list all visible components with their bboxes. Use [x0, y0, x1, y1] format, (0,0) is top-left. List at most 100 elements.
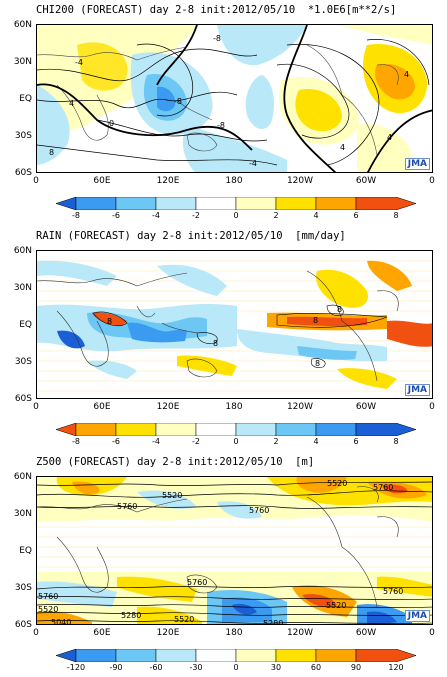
contour-label: 8	[107, 317, 112, 326]
contour-label: 4	[69, 99, 74, 108]
colorbar-tick: -4	[152, 437, 160, 446]
colorbar-swatch	[355, 649, 416, 662]
colorbar-swatch	[115, 197, 157, 210]
lon-label: 120W	[286, 176, 314, 186]
lat-label: 60S	[14, 620, 32, 630]
lon-label: 0	[33, 402, 39, 412]
lon-label: 60E	[93, 628, 111, 638]
colorbar-swatch	[115, 423, 157, 436]
panel-title: RAIN (FORECAST) day 2-8 init:2012/05/10 …	[36, 230, 346, 242]
colorbar-swatch	[155, 197, 197, 210]
colorbar-tick: 8	[393, 437, 399, 446]
lon-label: 0	[33, 176, 39, 186]
contour-label: 4	[340, 143, 345, 152]
map-rain: 8 8 8 8 8 JMA	[36, 250, 433, 399]
colorbar-swatch	[235, 197, 277, 210]
colorbar-tick: 4	[313, 437, 319, 446]
lat-label: 60N	[13, 246, 32, 256]
colorbar-swatch	[75, 649, 117, 662]
contour-label: 5760	[38, 592, 58, 601]
colorbar-tick: -6	[112, 211, 120, 220]
lon-label: 60W	[355, 176, 377, 186]
contour-label: 5760	[373, 483, 393, 492]
lat-label: 30N	[13, 283, 32, 293]
map-chi200: -8 -4 -8 0 4 8 -4 -8 4 4 4 JMA	[36, 24, 433, 173]
colorbar-tick: -8	[72, 211, 80, 220]
colorbar-tick: 90	[350, 663, 362, 672]
colorbar-tick: -90	[109, 663, 123, 672]
lat-label: EQ	[19, 320, 32, 330]
lon-label: 0	[429, 176, 435, 186]
lat-label: 30S	[14, 357, 32, 367]
contour-label: 0	[109, 119, 114, 128]
colorbar-tick: 2	[273, 211, 279, 220]
jma-logo: JMA	[404, 384, 430, 396]
contour-label: -8	[217, 121, 225, 130]
contour-label: 5520	[326, 601, 346, 610]
colorbar-swatch	[355, 197, 416, 210]
lat-label: 60N	[13, 20, 32, 30]
lat-label: 30N	[13, 509, 32, 519]
contour-label: 5520	[38, 605, 58, 614]
colorbar-rain	[56, 423, 416, 436]
jma-logo: JMA	[404, 610, 430, 622]
colorbar-tick: -120	[66, 663, 86, 672]
lon-label: 0	[33, 628, 39, 638]
contour-label: -4	[249, 159, 257, 168]
colorbar-tick: 6	[353, 437, 359, 446]
colorbar-swatch	[195, 197, 237, 210]
contour-label: 8	[337, 305, 342, 314]
colorbar-tick: 0	[233, 663, 239, 672]
colorbar-tick: 60	[310, 663, 322, 672]
lon-label: 60W	[355, 628, 377, 638]
contour-label: 8	[49, 148, 54, 157]
lon-label: 120E	[156, 402, 180, 412]
colorbar-swatch	[315, 197, 357, 210]
colorbar-swatch	[195, 649, 237, 662]
colorbar-tick: 0	[233, 211, 239, 220]
lon-label: 120W	[286, 402, 314, 412]
colorbar-tick: -8	[72, 437, 80, 446]
lon-label: 120E	[156, 628, 180, 638]
lat-label: EQ	[19, 546, 32, 556]
lon-label: 180	[225, 402, 243, 412]
map-z500: 5760 5520 5760 5520 5760 5760 5760 5760 …	[36, 476, 433, 625]
lat-label: EQ	[19, 94, 32, 104]
lat-label: 30S	[14, 131, 32, 141]
contour-label: 5520	[174, 615, 194, 624]
colorbar-tick: 2	[273, 437, 279, 446]
contour-label: -8	[174, 97, 182, 106]
colorbar-swatch	[56, 197, 77, 210]
colorbar-tick: 8	[393, 211, 399, 220]
colorbar-tick: 4	[313, 211, 319, 220]
colorbar-swatch	[75, 197, 117, 210]
colorbar-swatch	[56, 423, 77, 436]
contour-label: 4	[404, 70, 409, 79]
lat-label: 60S	[14, 168, 32, 178]
lon-label: 0	[429, 628, 435, 638]
contour-label: -8	[213, 34, 221, 43]
contour-label: 5760	[249, 506, 269, 515]
colorbar-swatch	[56, 649, 77, 662]
colorbar-swatch	[155, 423, 197, 436]
lat-label: 30N	[13, 57, 32, 67]
lon-label: 120W	[286, 628, 314, 638]
colorbar-swatch	[195, 423, 237, 436]
colorbar-tick: 30	[270, 663, 282, 672]
contour-label: 5520	[327, 479, 347, 488]
colorbar-swatch	[275, 197, 317, 210]
colorbar-tick: -60	[149, 663, 163, 672]
colorbar-swatch	[235, 423, 277, 436]
lon-label: 180	[225, 176, 243, 186]
colorbar-tick: 0	[233, 437, 239, 446]
colorbar-swatch	[315, 423, 357, 436]
lon-label: 180	[225, 628, 243, 638]
contour-label: 5280	[121, 611, 141, 620]
lon-label: 60E	[93, 176, 111, 186]
panel-title: CHI200 (FORECAST) day 2-8 init:2012/05/1…	[36, 4, 397, 16]
colorbar-swatch	[115, 649, 157, 662]
colorbar-tick: -30	[189, 663, 203, 672]
lon-label: 120E	[156, 176, 180, 186]
panel-title: Z500 (FORECAST) day 2-8 init:2012/05/10 …	[36, 456, 315, 468]
colorbar-swatch	[155, 649, 197, 662]
